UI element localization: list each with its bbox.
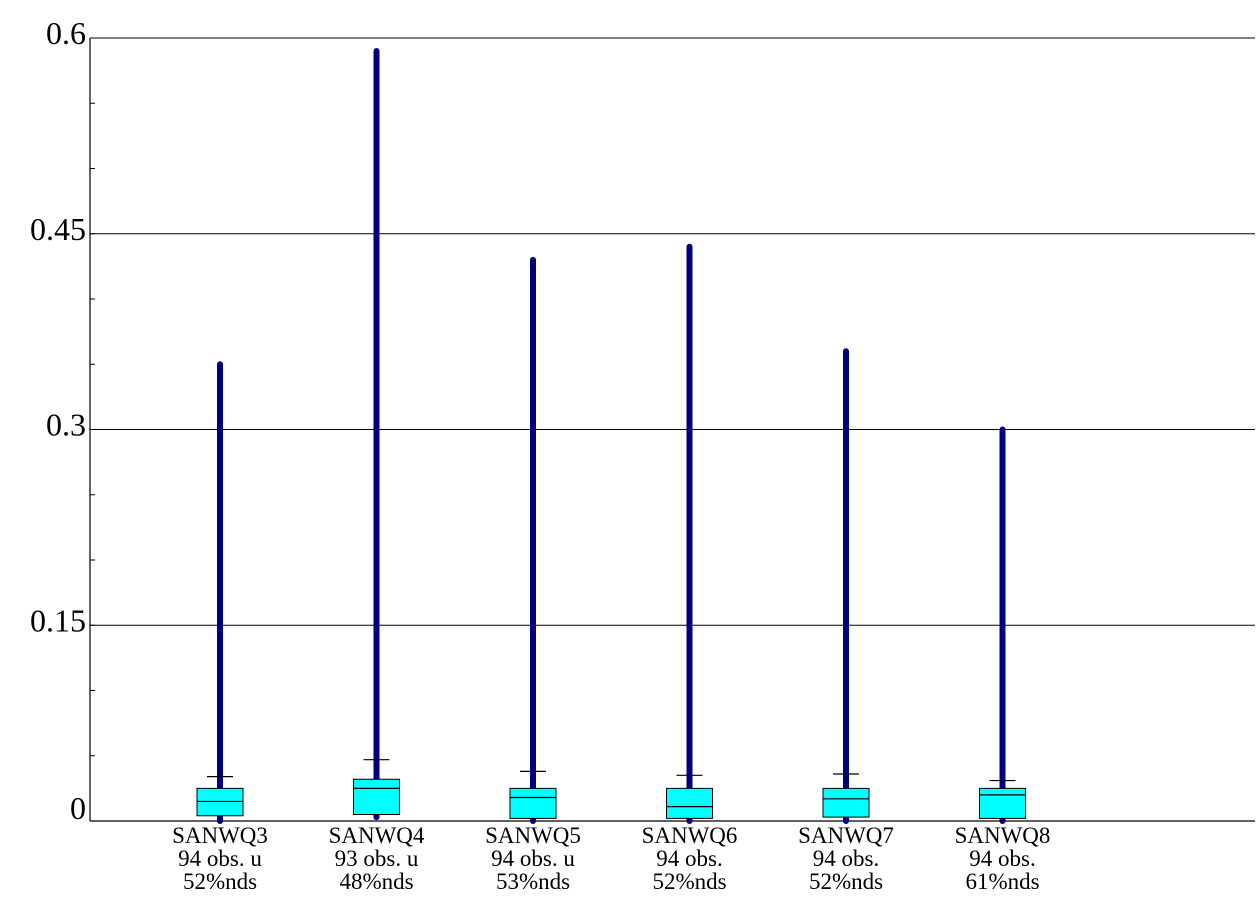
- box-group-sanwq5: [509, 256, 557, 824]
- category-obs-label: 94 obs. u: [491, 846, 575, 871]
- category-nds-label: 61%nds: [965, 869, 1039, 894]
- category-obs-label: 94 obs.: [813, 846, 879, 871]
- category-nds-label: 48%nds: [339, 869, 413, 894]
- box-group-sanwq3: [196, 361, 244, 824]
- category-obs-label: 94 obs. u: [178, 846, 262, 871]
- category-name-label: SANWQ6: [642, 823, 738, 848]
- y-tick-label: 0.3: [46, 407, 86, 443]
- category-nds-label: 53%nds: [496, 869, 570, 894]
- y-tick-label: 0.45: [30, 211, 86, 247]
- y-tick-label: 0: [70, 790, 86, 826]
- iqr-box: [822, 787, 870, 818]
- category-nds-label: 52%nds: [809, 869, 883, 894]
- y-tick-label: 0.6: [46, 15, 86, 51]
- category-name-label: SANWQ8: [955, 823, 1051, 848]
- iqr-box: [509, 787, 557, 819]
- iqr-box: [666, 787, 713, 819]
- category-name-label: SANWQ4: [329, 823, 425, 848]
- box-group-sanwq6: [666, 243, 713, 824]
- iqr-box: [353, 778, 400, 815]
- category-nds-label: 52%nds: [183, 869, 257, 894]
- axes: [89, 37, 1255, 822]
- y-tick-label: 0.15: [30, 602, 86, 638]
- category-nds-label: 52%nds: [652, 869, 726, 894]
- box-series: [196, 48, 1026, 824]
- category-obs-label: 93 obs. u: [335, 846, 419, 871]
- category-name-label: SANWQ3: [172, 823, 268, 848]
- category-obs-label: 94 obs.: [656, 846, 722, 871]
- category-obs-label: 94 obs.: [969, 846, 1035, 871]
- category-name-label: SANWQ5: [485, 823, 581, 848]
- box-group-sanwq8: [979, 426, 1026, 824]
- category-name-label: SANWQ7: [798, 823, 894, 848]
- box-group-sanwq7: [822, 348, 870, 824]
- box-group-sanwq4: [353, 48, 400, 821]
- iqr-box: [979, 787, 1026, 819]
- gridlines: [90, 37, 1255, 626]
- y-axis-tick-labels: 0 0.15 0.3 0.45 0.6: [30, 15, 86, 826]
- iqr-box: [196, 787, 244, 817]
